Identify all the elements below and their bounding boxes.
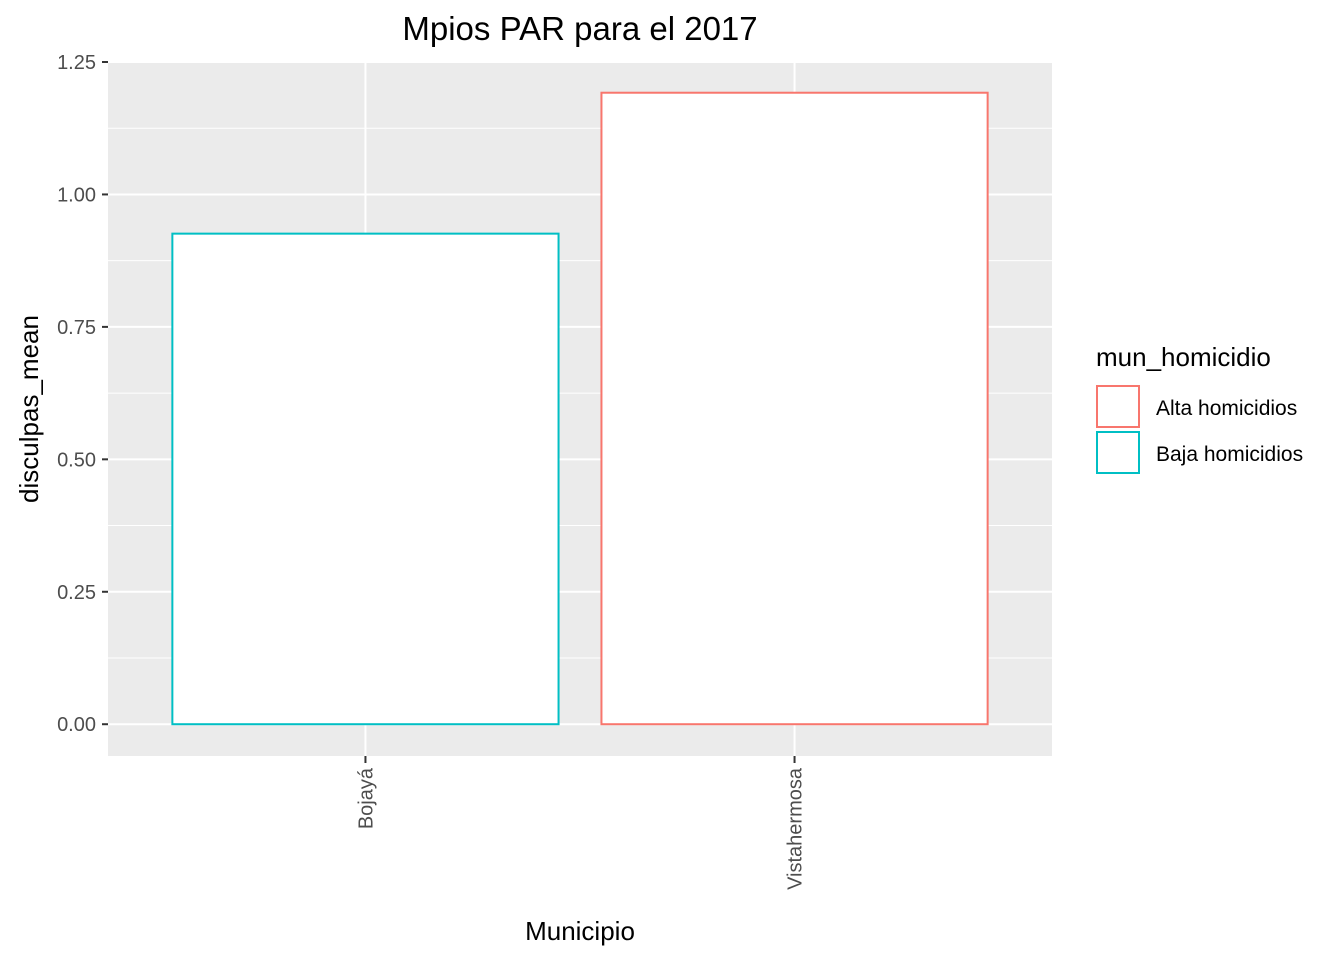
chart-title: Mpios PAR para el 2017 (402, 10, 757, 47)
y-tick-label: 0.25 (57, 582, 96, 604)
legend-key (1096, 431, 1140, 474)
x-axis-title: Municipio (525, 916, 635, 946)
y-tick-label: 1.00 (57, 184, 96, 206)
legend-title: mun_homicidio (1096, 342, 1271, 372)
legend: mun_homicidio Alta homicidios Baja homici… (1096, 342, 1303, 474)
bars (171, 91, 989, 726)
y-axis-title: disculpas_mean (14, 315, 44, 503)
y-tick-label: 1.25 (57, 52, 96, 74)
y-tick-label: 0.50 (57, 449, 96, 471)
bar-vistahermosa (600, 91, 989, 726)
legend-label: Baja homicidios (1156, 443, 1303, 466)
x-tick-label: Bojayá (355, 767, 377, 829)
legend-label: Alta homicidios (1156, 397, 1297, 420)
bar-bojayá (171, 232, 560, 726)
y-tick-label: 0.75 (57, 317, 96, 339)
y-tick-label: 0.00 (57, 714, 96, 736)
y-axis: 0.00 0.25 0.50 0.75 1.00 1.25 (57, 52, 108, 736)
x-axis: Bojayá Vistahermosa (355, 756, 807, 890)
x-tick-label: Vistahermosa (785, 767, 807, 890)
legend-key (1096, 385, 1140, 428)
